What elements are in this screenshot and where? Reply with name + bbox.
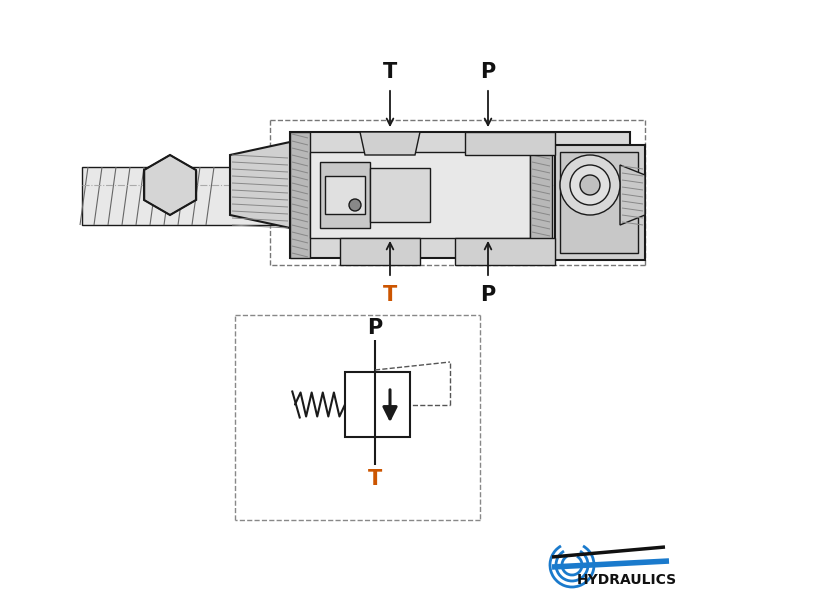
Text: T: T bbox=[368, 469, 382, 489]
Bar bbox=[340, 238, 420, 265]
Polygon shape bbox=[144, 155, 196, 215]
Bar bbox=[370, 168, 430, 222]
Polygon shape bbox=[360, 132, 420, 155]
Bar bbox=[345, 372, 410, 437]
Polygon shape bbox=[465, 132, 555, 155]
Circle shape bbox=[560, 155, 620, 215]
Bar bbox=[455, 238, 555, 265]
Text: T: T bbox=[383, 62, 397, 82]
Polygon shape bbox=[620, 165, 645, 225]
Bar bbox=[82, 167, 277, 225]
Bar bbox=[325, 176, 365, 214]
Text: P: P bbox=[480, 62, 496, 82]
Bar bbox=[290, 132, 310, 258]
Circle shape bbox=[570, 165, 610, 205]
Text: P: P bbox=[480, 285, 496, 305]
Bar bbox=[320, 162, 370, 228]
Bar bbox=[530, 132, 552, 258]
Text: T: T bbox=[383, 285, 397, 305]
Circle shape bbox=[580, 175, 600, 195]
Bar bbox=[290, 132, 630, 258]
Polygon shape bbox=[230, 142, 290, 228]
Text: P: P bbox=[367, 318, 383, 338]
Bar bbox=[555, 145, 645, 260]
Circle shape bbox=[349, 199, 361, 211]
Bar bbox=[560, 152, 638, 253]
Bar bbox=[310, 152, 530, 238]
Text: HYDRAULICS: HYDRAULICS bbox=[577, 573, 677, 587]
